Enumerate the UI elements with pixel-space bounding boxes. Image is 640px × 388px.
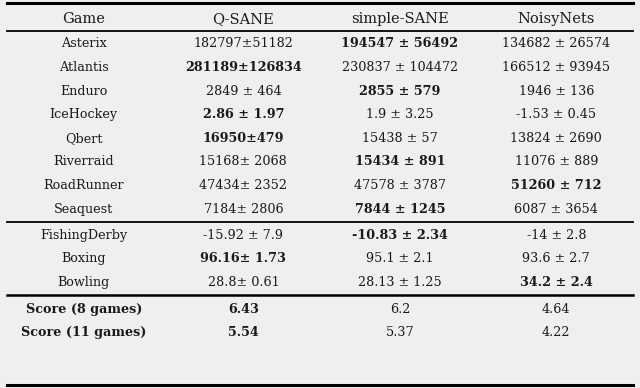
Text: -15.92 ± 7.9: -15.92 ± 7.9	[204, 229, 284, 241]
Text: 5.37: 5.37	[385, 326, 414, 340]
Text: Score (8 games): Score (8 games)	[26, 303, 142, 316]
Text: 15434 ± 891: 15434 ± 891	[355, 156, 445, 168]
Text: Qbert: Qbert	[65, 132, 102, 145]
Text: -1.53 ± 0.45: -1.53 ± 0.45	[516, 108, 596, 121]
Text: 1946 ± 136: 1946 ± 136	[518, 85, 594, 98]
Text: 166512 ± 93945: 166512 ± 93945	[502, 61, 611, 74]
Text: 34.2 ± 2.4: 34.2 ± 2.4	[520, 276, 593, 289]
Text: Asterix: Asterix	[61, 38, 107, 50]
Text: 182797±51182: 182797±51182	[193, 38, 293, 50]
Text: Enduro: Enduro	[60, 85, 108, 98]
Text: 51260 ± 712: 51260 ± 712	[511, 179, 602, 192]
Text: 194547 ± 56492: 194547 ± 56492	[341, 38, 458, 50]
Text: 2855 ± 579: 2855 ± 579	[359, 85, 440, 98]
Text: Game: Game	[62, 12, 105, 26]
Text: 4.64: 4.64	[542, 303, 570, 316]
Text: 134682 ± 26574: 134682 ± 26574	[502, 38, 611, 50]
Text: 93.6 ± 2.7: 93.6 ± 2.7	[522, 252, 590, 265]
Text: 15438 ± 57: 15438 ± 57	[362, 132, 438, 145]
Text: 13824 ± 2690: 13824 ± 2690	[511, 132, 602, 145]
Text: Seaquest: Seaquest	[54, 203, 113, 216]
Text: 7844 ± 1245: 7844 ± 1245	[355, 203, 445, 216]
Text: 15168± 2068: 15168± 2068	[200, 156, 287, 168]
Text: Bowling: Bowling	[58, 276, 110, 289]
Text: 6.43: 6.43	[228, 303, 259, 316]
Text: 96.16± 1.73: 96.16± 1.73	[200, 252, 286, 265]
Text: 28.8± 0.61: 28.8± 0.61	[207, 276, 279, 289]
Text: 95.1 ± 2.1: 95.1 ± 2.1	[366, 252, 433, 265]
Text: 5.54: 5.54	[228, 326, 259, 340]
Text: IceHockey: IceHockey	[50, 108, 118, 121]
Text: 47578 ± 3787: 47578 ± 3787	[354, 179, 446, 192]
Text: 6.2: 6.2	[390, 303, 410, 316]
Text: 6087 ± 3654: 6087 ± 3654	[515, 203, 598, 216]
Text: 4.22: 4.22	[542, 326, 570, 340]
Text: 7184± 2806: 7184± 2806	[204, 203, 283, 216]
Text: 16950±479: 16950±479	[203, 132, 284, 145]
Text: FishingDerby: FishingDerby	[40, 229, 127, 241]
Text: Atlantis: Atlantis	[59, 61, 109, 74]
Text: 2849 ± 464: 2849 ± 464	[205, 85, 281, 98]
Text: 47434± 2352: 47434± 2352	[200, 179, 287, 192]
Text: 11076 ± 889: 11076 ± 889	[515, 156, 598, 168]
Text: 230837 ± 104472: 230837 ± 104472	[342, 61, 458, 74]
Text: 281189±126834: 281189±126834	[185, 61, 301, 74]
Text: Score (11 games): Score (11 games)	[21, 326, 147, 340]
Text: Q-SANE: Q-SANE	[212, 12, 275, 26]
Text: 28.13 ± 1.25: 28.13 ± 1.25	[358, 276, 442, 289]
Text: -10.83 ± 2.34: -10.83 ± 2.34	[352, 229, 448, 241]
Text: 1.9 ± 3.25: 1.9 ± 3.25	[366, 108, 434, 121]
Text: Boxing: Boxing	[61, 252, 106, 265]
Text: Riverraid: Riverraid	[53, 156, 114, 168]
Text: -14 ± 2.8: -14 ± 2.8	[527, 229, 586, 241]
Text: 2.86 ± 1.97: 2.86 ± 1.97	[203, 108, 284, 121]
Text: RoadRunner: RoadRunner	[44, 179, 124, 192]
Text: NoisyNets: NoisyNets	[518, 12, 595, 26]
Text: simple-SANE: simple-SANE	[351, 12, 449, 26]
